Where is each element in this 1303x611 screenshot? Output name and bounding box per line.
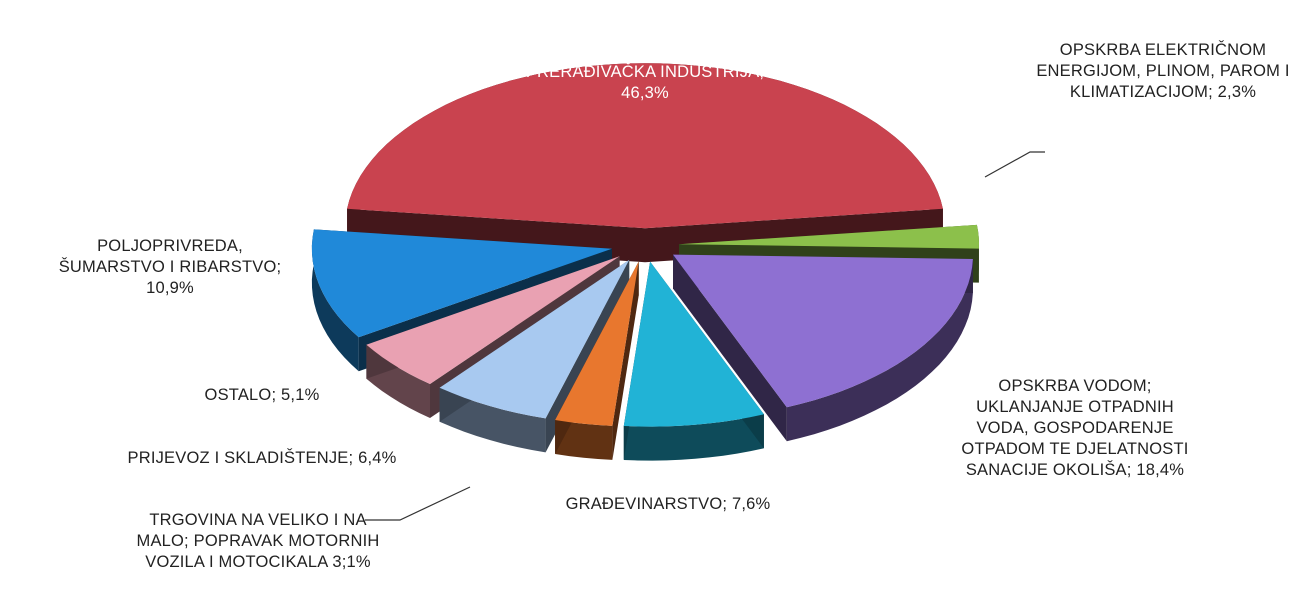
data-label: PRIJEVOZ I SKLADIŠTENJE; 6,4%: [117, 448, 407, 469]
data-label: GRAĐEVINARSTVO; 7,6%: [508, 494, 828, 515]
category-label: POLJOPRIVREDA, ŠUMARSTVO I RIBARSTVO;: [58, 237, 282, 276]
slice-wall: [555, 420, 613, 460]
category-label: GRAĐEVINARSTVO;: [565, 495, 728, 513]
data-label: POLJOPRIVREDA, ŠUMARSTVO I RIBARSTVO; 10…: [45, 236, 295, 299]
category-label: PRERAĐIVAČKA INDUSTRIJA;: [525, 63, 765, 81]
slice: [366, 256, 620, 384]
slice: [623, 261, 764, 427]
value-label: 46,3%: [621, 84, 669, 102]
slice-wall: [673, 254, 787, 442]
slice: [679, 224, 979, 249]
data-label: OPSKRBA VODOM; UKLANJANJE OTPADNIH VODA,…: [950, 376, 1200, 481]
data-label: PRERAĐIVAČKA INDUSTRIJA; 46,3%: [525, 62, 765, 104]
slice: [673, 254, 973, 408]
data-label: OPSKRBA ELEKTRIČNOM ENERGIJOM, PLINOM, P…: [1028, 40, 1298, 103]
value-label: 18,4%: [1136, 461, 1185, 479]
data-label: OSTALO; 5,1%: [162, 385, 362, 406]
slice-wall: [623, 414, 764, 461]
category-label: PRIJEVOZ I SKLADIŠTENJE;: [127, 449, 354, 467]
slice: [311, 229, 612, 338]
value-label: 6,4%: [358, 449, 397, 467]
value-label: 5,1%: [281, 386, 320, 404]
leader-line: [365, 486, 471, 521]
value-label: 3;1%: [332, 553, 371, 571]
category-label: TRGOVINA NA VELIKO I NA MALO; POPRAVAK M…: [136, 511, 380, 571]
data-label: TRGOVINA NA VELIKO I NA MALO; POPRAVAK M…: [133, 510, 383, 573]
slice-wall: [439, 387, 546, 453]
value-label: 2,3%: [1217, 83, 1257, 101]
value-label: 7,6%: [732, 495, 771, 513]
category-label: OSTALO;: [204, 386, 277, 404]
slice: [555, 261, 639, 426]
category-label: OPSKRBA VODOM; UKLANJANJE OTPADNIH VODA,…: [961, 377, 1189, 479]
slice-wall: [786, 259, 973, 442]
value-label: 10,9%: [146, 279, 194, 297]
slice: [439, 259, 630, 419]
leader-line: [984, 151, 1045, 178]
category-label: OPSKRBA ELEKTRIČNOM ENERGIJOM, PLINOM, P…: [1036, 41, 1290, 101]
slice-wall: [311, 229, 359, 372]
slice: [347, 63, 943, 229]
slice-wall: [612, 261, 639, 460]
